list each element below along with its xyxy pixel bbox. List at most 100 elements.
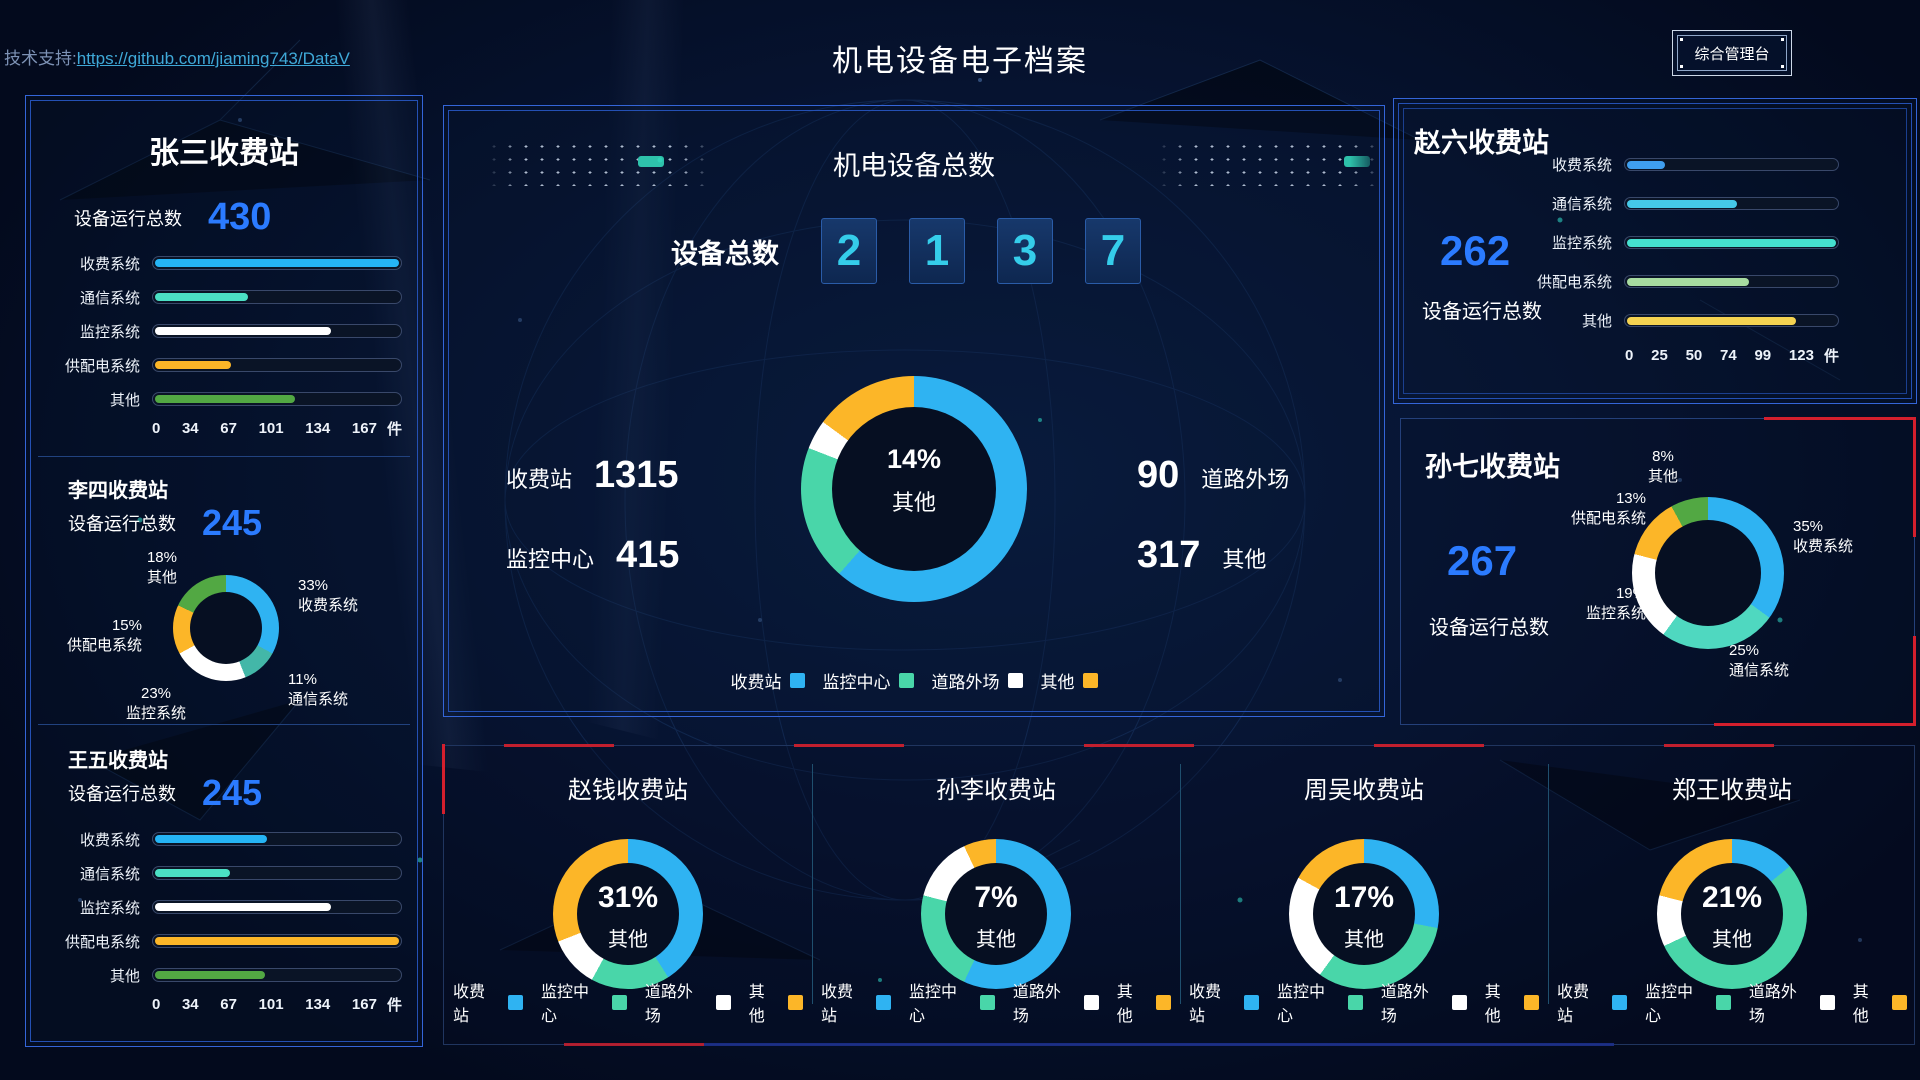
legend-label: 其他 (748, 984, 765, 1025)
console-button[interactable]: 综合管理台 (1672, 30, 1792, 76)
pie-label: 13% 供配电系统 (1570, 490, 1646, 527)
legend-label: 收费站 (730, 673, 782, 692)
legend-item: 其他 (1485, 978, 1539, 1026)
pie-label: 19% 监控系统 (1585, 585, 1646, 622)
legend-swatch (508, 994, 524, 1010)
legend-item: 收费站 (453, 978, 524, 1026)
bar-row: 供配电系统 (40, 924, 402, 958)
stat-value: 245 (202, 772, 263, 813)
station-title: 郑王收费站 (1672, 777, 1792, 804)
legend-label: 其他 (1040, 673, 1075, 692)
axis-unit: 件 (1823, 348, 1839, 365)
legend-label: 监控中心 (822, 673, 891, 692)
device-total-row: 设备总数 2 1 3 7 (444, 218, 1384, 284)
legend-swatch (788, 994, 803, 1010)
axis-tick: 101 (258, 420, 284, 437)
tech-support-text: 技术支持:https://github.com/jiaming743/DataV (4, 44, 350, 69)
legend-swatch (715, 994, 731, 1010)
bar-fill (155, 971, 266, 979)
legend: 收费站 监控中心 道路外场 其他 (812, 978, 1180, 1026)
stat-label: 设备运行总数 (68, 514, 176, 534)
bar-row: 通信系统 (40, 280, 402, 314)
legend-swatch (876, 994, 892, 1010)
stat-label: 设备运行总数 (1429, 617, 1549, 639)
axis-unit: 件 (386, 421, 402, 438)
legend-swatch (1524, 994, 1539, 1010)
stat-label: 设备运行总数 (1422, 301, 1542, 323)
legend-label: 道路外场 (644, 984, 693, 1025)
legend-label: 道路外场 (931, 673, 1000, 692)
device-total-label: 设备总数 (671, 238, 779, 269)
bar-fill (155, 869, 230, 877)
legend-swatch (1348, 994, 1363, 1010)
station-title-wangwu: 王五收费站 (68, 750, 168, 772)
bar-row: 收费系统 (40, 822, 402, 856)
legend-swatch (1612, 994, 1628, 1010)
donut-chart (1289, 839, 1439, 989)
axis-tick: 101 (258, 996, 284, 1013)
legend-label: 其他 (1852, 984, 1869, 1025)
legend-swatch (1451, 994, 1467, 1010)
axis-tick: 0 (1625, 347, 1634, 364)
pie-label: 25% 通信系统 (1729, 642, 1790, 679)
legend-item: 监控中心 (541, 978, 627, 1026)
bar-label: 收费系统 (1551, 157, 1612, 174)
bar-label: 监控系统 (79, 899, 140, 917)
stat-label: 设备运行总数 (74, 208, 182, 229)
axis-tick: 0 (152, 996, 161, 1013)
legend-swatch (1082, 673, 1098, 688)
bar-row: 其他 (40, 958, 402, 992)
legend-label: 道路外场 (1012, 984, 1061, 1025)
legend-swatch (898, 673, 914, 688)
bar-row: 收费系统 (1394, 145, 1839, 184)
axis-tick: 74 (1720, 347, 1737, 364)
legend: 收费站 监控中心 道路外场 其他 (1180, 978, 1548, 1026)
stat-row: 设备运行总数 430 (74, 196, 271, 239)
legend-item: 收费站 (821, 978, 892, 1026)
axis-tick: 25 (1651, 347, 1668, 364)
donut-center-label: 14% 其他 (886, 444, 942, 515)
bar-label: 供配电系统 (64, 933, 140, 951)
bar-row: 供配电系统 (40, 348, 402, 382)
station-panel-zhaoliu: 赵六收费站 262 设备运行总数 收费系统 通信系统 监控系统 供配电系统 其他 0 25… (1393, 98, 1917, 404)
pie-label: 35% 收费系统 (1793, 518, 1854, 555)
legend-item: 监控中心 (823, 668, 914, 693)
axis-ticks: 0 34 67 101 134 167 (152, 996, 377, 1013)
bar-label: 供配电系统 (1536, 274, 1612, 291)
page-title: 机电设备电子档案 (832, 45, 1088, 78)
axis-tick: 0 (152, 420, 161, 437)
legend-swatch (1156, 994, 1171, 1010)
divider (38, 724, 410, 725)
station-section-zhengwang: 郑王收费站 21% 其他 收费站 监控中心 道路外场 其他 (1548, 746, 1916, 1044)
axis-ticks: 0 34 67 101 134 167 (152, 420, 377, 437)
bar-row: 监控系统 (1394, 223, 1839, 262)
total-digit: 2 (821, 218, 877, 284)
stat-value: 267 (1447, 537, 1518, 584)
legend-swatch (789, 673, 805, 688)
bar-fill (155, 327, 331, 335)
legend-label: 收费站 (1189, 984, 1222, 1025)
stat-row: 设备运行总数 245 (68, 772, 262, 814)
station-title-zhaoliu: 赵六收费站 (1414, 128, 1549, 158)
console-button-inner-border (1677, 35, 1787, 71)
donut-chart (1657, 839, 1807, 989)
legend-label: 其他 (1484, 984, 1501, 1025)
axis-tick: 123 (1788, 347, 1814, 364)
dot-matrix-decoration (486, 140, 714, 186)
legend-item: 收费站 (1189, 978, 1260, 1026)
pie-label: 15% 供配电系统 (66, 617, 142, 654)
bar-track (1624, 275, 1839, 288)
stat-value: 430 (208, 196, 272, 238)
bar-label: 通信系统 (79, 865, 140, 883)
station-section-sunli: 孙李收费站 7% 其他 收费站 监控中心 道路外场 其他 (812, 746, 1180, 1044)
bar-row: 收费系统 (40, 246, 402, 280)
support-link[interactable]: https://github.com/jiaming743/DataV (76, 49, 350, 68)
legend: 收费站 监控中心 道路外场 其他 (444, 668, 1384, 693)
legend-label: 收费站 (453, 984, 486, 1025)
total-digit: 3 (997, 218, 1053, 284)
bar-track (152, 832, 402, 846)
legend-swatch (1892, 994, 1907, 1010)
bar-track (1624, 236, 1839, 249)
bar-track (152, 392, 402, 406)
